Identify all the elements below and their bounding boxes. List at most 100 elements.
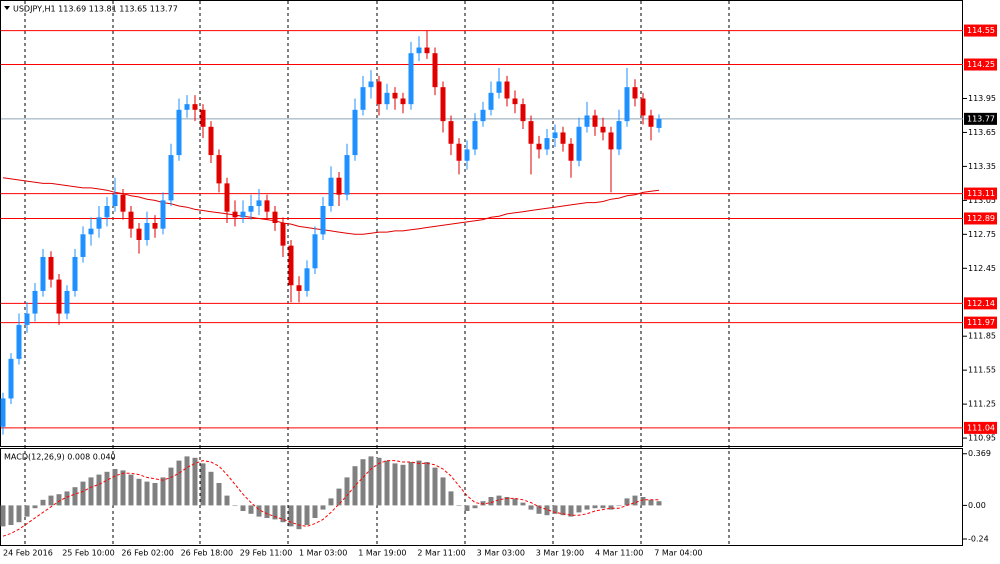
- candle-body: [608, 132, 614, 150]
- macd-bar: [512, 498, 518, 506]
- macd-bar: [528, 505, 534, 510]
- y-tick-label: 111.85: [968, 332, 996, 341]
- macd-bar: [392, 463, 398, 506]
- signal-line: [2, 460, 659, 537]
- candle-body: [72, 256, 78, 291]
- candle-body: [416, 47, 422, 54]
- macd-bar: [48, 495, 54, 506]
- candle-body: [344, 155, 350, 195]
- macd-bar: [80, 481, 86, 506]
- candle-body: [624, 87, 630, 122]
- x-tick-label: 25 Feb 10:00: [62, 549, 114, 558]
- candle-body: [336, 177, 342, 195]
- macd-bar: [120, 470, 126, 506]
- vertical-grid: [24, 1, 730, 546]
- candle-body: [320, 206, 326, 235]
- macd-bar: [336, 488, 342, 506]
- macd-bar: [184, 456, 190, 506]
- candle-body: [392, 92, 398, 99]
- macd-bar: [168, 467, 174, 506]
- macd-bar: [232, 505, 238, 506]
- macd-bar: [192, 457, 198, 506]
- y-tick-label: 111.25: [968, 400, 996, 409]
- macd-bar: [128, 474, 134, 506]
- candle-body: [656, 118, 662, 128]
- macd-bar: [200, 463, 206, 506]
- candle-body: [288, 245, 294, 286]
- y-tick-label: 112.45: [968, 264, 996, 273]
- macd-bar: [176, 460, 182, 506]
- candle-body: [552, 132, 558, 139]
- candle-body: [200, 109, 206, 127]
- level-label-bg: [964, 297, 997, 310]
- candle-body: [408, 53, 414, 105]
- macd-bar: [8, 505, 14, 525]
- macd-bar: [64, 491, 70, 506]
- macd-bar: [544, 505, 550, 516]
- candle-body: [144, 223, 150, 240]
- macd-bar: [312, 505, 318, 518]
- level-label: 111.04: [967, 423, 995, 432]
- y-tick-label: 113.95: [968, 94, 996, 103]
- macd-bar: [96, 474, 102, 506]
- candle-body: [648, 115, 654, 127]
- level-label: 112.89: [967, 214, 995, 223]
- macd-bar: [400, 464, 406, 506]
- x-tick-label: 7 Mar 04:00: [654, 549, 702, 558]
- macd-bar: [560, 505, 566, 516]
- x-tick-label: 26 Feb 18:00: [181, 549, 233, 558]
- candle-body: [232, 211, 238, 218]
- macd-bar: [240, 505, 246, 511]
- candle-body: [376, 81, 382, 105]
- macd-bar: [504, 497, 510, 506]
- macd-bar: [32, 505, 38, 509]
- x-tick-label: 1 Mar 19:00: [358, 549, 406, 558]
- macd-bar: [384, 460, 390, 506]
- candle-body: [368, 81, 374, 88]
- candle-body: [280, 223, 286, 246]
- macd-bar: [320, 505, 326, 510]
- macd-bar: [616, 505, 622, 506]
- candle-body: [160, 200, 166, 229]
- macd-bar: [592, 505, 598, 509]
- macd-bar: [632, 495, 638, 506]
- macd-bar: [272, 505, 278, 520]
- x-tick-label: 3 Mar 03:00: [477, 549, 525, 558]
- candle-body: [104, 206, 110, 218]
- y-tick-label: 113.65: [968, 128, 996, 137]
- candle-body: [496, 81, 502, 93]
- candle-body: [296, 285, 302, 291]
- macd-bar: [432, 467, 438, 506]
- candle-body: [152, 223, 158, 229]
- candle-body: [520, 104, 526, 122]
- macd-bar: [248, 505, 254, 514]
- macd-bar: [624, 498, 630, 506]
- macd-bar: [520, 502, 526, 506]
- y-tick-label: 110.95: [968, 434, 996, 443]
- candle-body: [512, 98, 518, 105]
- y-tick-label: 113.35: [968, 162, 996, 171]
- candle-body: [224, 183, 230, 212]
- x-tick-label: 4 Mar 11:00: [595, 549, 643, 558]
- chart-title: USDJPY,H1 113.69 113.81 113.65 113.77: [13, 5, 178, 14]
- level-label-bg: [964, 58, 997, 71]
- macd-bar: [88, 477, 94, 506]
- candle-body: [352, 109, 358, 156]
- macd-bar: [136, 478, 142, 506]
- macd-bar: [144, 481, 150, 506]
- candle-body: [248, 206, 254, 212]
- candle-body: [40, 256, 46, 291]
- macd-bar: [600, 505, 606, 509]
- candle-body: [96, 217, 102, 229]
- candle-body: [328, 177, 334, 207]
- candle-body: [600, 126, 606, 133]
- x-tick-label: 3 Mar 19:00: [536, 549, 584, 558]
- candle-body: [304, 268, 310, 291]
- macd-bar: [440, 477, 446, 506]
- macd-bar: [216, 483, 222, 506]
- candle-body: [560, 132, 566, 144]
- candle-body: [80, 234, 86, 257]
- macd-bar: [344, 477, 350, 506]
- candle-body: [488, 92, 494, 110]
